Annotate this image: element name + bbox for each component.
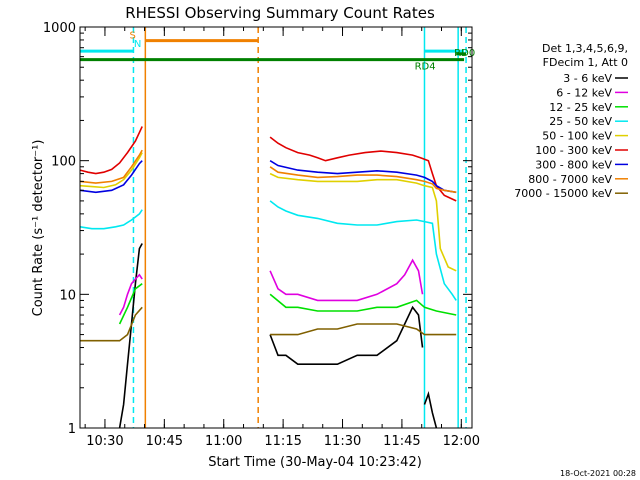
- series-line: [269, 258, 424, 302]
- plot-frame: [79, 26, 473, 429]
- series-line: [269, 172, 457, 272]
- series-line: [269, 293, 457, 316]
- series-line: [423, 391, 438, 428]
- legend-header-line-1: Det 1,3,4,5,6,9,: [542, 42, 628, 55]
- legend-label: 300 - 800 keV: [535, 158, 612, 171]
- x-tick-label: 12:00: [443, 434, 480, 449]
- x-axis-label: Start Time (30-May-04 10:23:42): [208, 455, 422, 470]
- flag-label: S: [129, 31, 135, 42]
- series-line: [80, 126, 143, 175]
- y-tick-label: 10: [59, 288, 76, 303]
- legend-label: 6 - 12 keV: [556, 86, 612, 99]
- legend-label: 50 - 100 keV: [542, 130, 612, 143]
- series-line: [80, 209, 143, 230]
- series-line: [80, 306, 143, 342]
- footer-timestamp: 18-Oct-2021 00:28: [560, 469, 636, 478]
- series-line: [118, 243, 143, 428]
- series-line: [118, 283, 143, 325]
- series-line: [80, 149, 143, 184]
- chart-title: RHESSI Observing Summary Count Rates: [125, 4, 435, 22]
- flag-label: RD0: [454, 48, 475, 59]
- x-tick-label: 11:30: [324, 434, 361, 449]
- series-line: [270, 323, 457, 336]
- series-line: [118, 273, 143, 316]
- legend-label: 7000 - 15000 keV: [514, 187, 612, 200]
- legend-label: 800 - 7000 keV: [528, 173, 612, 186]
- x-tick-label: 10:30: [86, 434, 123, 449]
- series-line: [269, 305, 424, 366]
- y-tick-label: 1: [68, 422, 76, 437]
- legend-label: 25 - 50 keV: [549, 115, 612, 128]
- series-line: [269, 166, 457, 194]
- series-line: [80, 152, 143, 189]
- legend-header-line-2: FDecim 1, Att 0: [543, 56, 628, 69]
- legend-label: 100 - 300 keV: [535, 144, 612, 157]
- series-line: [269, 200, 457, 301]
- flag-label: RD4: [415, 62, 436, 73]
- legend-label: 3 - 6 keV: [563, 72, 612, 85]
- x-tick-label: 10:45: [146, 434, 183, 449]
- series-line: [269, 136, 457, 202]
- series-line: [269, 160, 457, 194]
- y-axis-label: Count Rate (s⁻¹ detector⁻¹): [31, 140, 46, 317]
- y-tick-label: 100: [51, 155, 76, 170]
- series-line: [80, 160, 143, 194]
- y-tick-label: 1000: [43, 21, 76, 36]
- x-tick-label: 11:15: [264, 434, 301, 449]
- flag-label: N: [134, 39, 141, 50]
- series-group: [80, 126, 457, 428]
- x-tick-label: 11:00: [205, 434, 242, 449]
- x-tick-label: 11:45: [383, 434, 420, 449]
- legend-label: 12 - 25 keV: [549, 101, 612, 114]
